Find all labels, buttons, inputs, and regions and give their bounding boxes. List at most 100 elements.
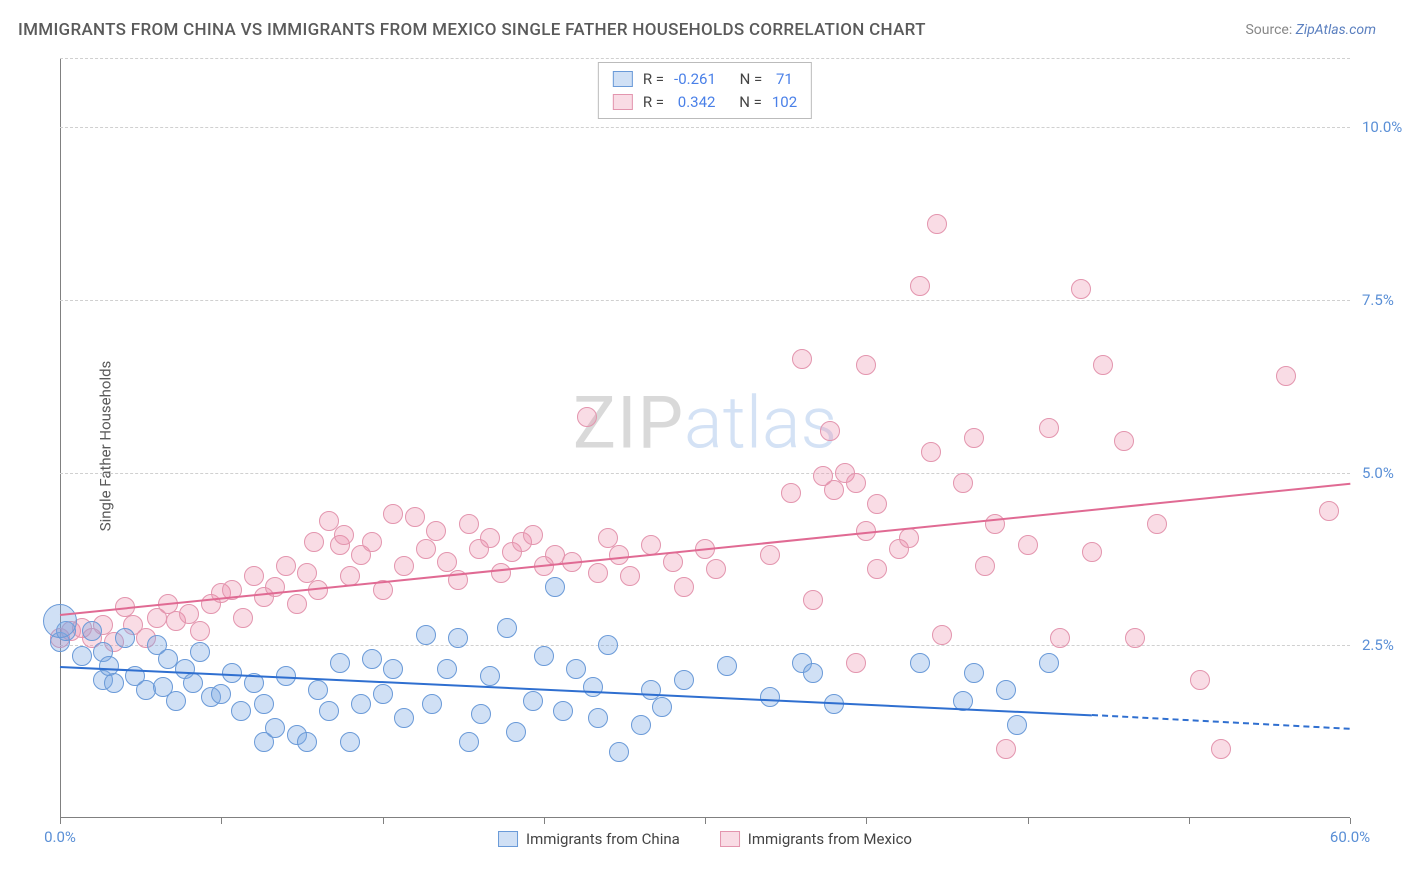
data-point-china[interactable] (104, 673, 124, 693)
data-point-mexico[interactable] (362, 532, 382, 552)
data-point-mexico[interactable] (416, 539, 436, 559)
data-point-mexico[interactable] (1050, 628, 1070, 648)
data-point-mexico[interactable] (394, 556, 414, 576)
data-point-china[interactable] (183, 673, 203, 693)
data-point-mexico[interactable] (953, 473, 973, 493)
data-point-china[interactable] (422, 694, 442, 714)
data-point-mexico[interactable] (975, 556, 995, 576)
data-point-china[interactable] (1039, 653, 1059, 673)
data-point-mexico[interactable] (1039, 418, 1059, 438)
data-point-china[interactable] (583, 677, 603, 697)
data-point-mexico[interactable] (276, 556, 296, 576)
data-point-china[interactable] (910, 653, 930, 673)
data-point-china[interactable] (1007, 715, 1027, 735)
data-point-mexico[interactable] (491, 563, 511, 583)
data-point-china[interactable] (254, 694, 274, 714)
data-point-mexico[interactable] (588, 563, 608, 583)
data-point-china[interactable] (265, 718, 285, 738)
data-point-china[interactable] (717, 656, 737, 676)
data-point-mexico[interactable] (964, 428, 984, 448)
data-point-china[interactable] (211, 684, 231, 704)
data-point-mexico[interactable] (383, 504, 403, 524)
data-point-mexico[interactable] (867, 494, 887, 514)
data-point-china[interactable] (996, 680, 1016, 700)
data-point-china[interactable] (545, 577, 565, 597)
data-point-mexico[interactable] (1018, 535, 1038, 555)
data-point-china[interactable] (553, 701, 573, 721)
data-point-china[interactable] (308, 680, 328, 700)
data-point-mexico[interactable] (996, 739, 1016, 759)
data-point-mexico[interactable] (577, 407, 597, 427)
data-point-mexico[interactable] (304, 532, 324, 552)
data-point-china[interactable] (362, 649, 382, 669)
data-point-china[interactable] (437, 659, 457, 679)
data-point-mexico[interactable] (334, 525, 354, 545)
data-point-mexico[interactable] (1082, 542, 1102, 562)
data-point-china[interactable] (523, 691, 543, 711)
data-point-mexico[interactable] (1125, 628, 1145, 648)
data-point-mexico[interactable] (1114, 431, 1134, 451)
data-point-mexico[interactable] (856, 355, 876, 375)
data-point-mexico[interactable] (190, 621, 210, 641)
data-point-china[interactable] (609, 742, 629, 762)
data-point-china[interactable] (652, 697, 672, 717)
data-point-mexico[interactable] (244, 566, 264, 586)
data-point-mexico[interactable] (921, 442, 941, 462)
data-point-china[interactable] (459, 732, 479, 752)
data-point-china[interactable] (964, 663, 984, 683)
data-point-china[interactable] (598, 635, 618, 655)
data-point-mexico[interactable] (824, 480, 844, 500)
data-point-mexico[interactable] (1319, 501, 1339, 521)
data-point-china[interactable] (190, 642, 210, 662)
data-point-china[interactable] (383, 659, 403, 679)
data-point-china[interactable] (340, 732, 360, 752)
data-point-china[interactable] (43, 604, 77, 638)
data-point-mexico[interactable] (760, 545, 780, 565)
data-point-china[interactable] (448, 628, 468, 648)
data-point-mexico[interactable] (899, 528, 919, 548)
source-link[interactable]: ZipAtlas.com (1296, 22, 1376, 38)
data-point-mexico[interactable] (480, 528, 500, 548)
data-point-mexico[interactable] (1276, 366, 1296, 386)
data-point-mexico[interactable] (706, 559, 726, 579)
data-point-china[interactable] (674, 670, 694, 690)
data-point-china[interactable] (803, 663, 823, 683)
data-point-china[interactable] (471, 704, 491, 724)
data-point-china[interactable] (760, 687, 780, 707)
data-point-china[interactable] (319, 701, 339, 721)
data-point-china[interactable] (373, 684, 393, 704)
data-point-mexico[interactable] (459, 514, 479, 534)
data-point-china[interactable] (351, 694, 371, 714)
data-point-mexico[interactable] (910, 276, 930, 296)
data-point-china[interactable] (231, 701, 251, 721)
data-point-mexico[interactable] (803, 590, 823, 610)
data-point-mexico[interactable] (927, 214, 947, 234)
data-point-mexico[interactable] (1190, 670, 1210, 690)
data-point-china[interactable] (588, 708, 608, 728)
data-point-mexico[interactable] (426, 521, 446, 541)
data-point-mexico[interactable] (820, 421, 840, 441)
data-point-china[interactable] (566, 659, 586, 679)
data-point-mexico[interactable] (405, 507, 425, 527)
data-point-mexico[interactable] (781, 483, 801, 503)
data-point-mexico[interactable] (792, 349, 812, 369)
data-point-mexico[interactable] (1211, 739, 1231, 759)
data-point-mexico[interactable] (932, 625, 952, 645)
data-point-china[interactable] (330, 653, 350, 673)
data-point-mexico[interactable] (867, 559, 887, 579)
data-point-mexico[interactable] (523, 525, 543, 545)
data-point-china[interactable] (631, 715, 651, 735)
data-point-china[interactable] (72, 646, 92, 666)
data-point-china[interactable] (115, 628, 135, 648)
data-point-mexico[interactable] (620, 566, 640, 586)
data-point-mexico[interactable] (846, 653, 866, 673)
data-point-china[interactable] (394, 708, 414, 728)
data-point-mexico[interactable] (1147, 514, 1167, 534)
data-point-mexico[interactable] (674, 577, 694, 597)
data-point-mexico[interactable] (846, 473, 866, 493)
data-point-mexico[interactable] (663, 552, 683, 572)
data-point-mexico[interactable] (1093, 355, 1113, 375)
data-point-china[interactable] (82, 621, 102, 641)
data-point-mexico[interactable] (287, 594, 307, 614)
data-point-mexico[interactable] (233, 608, 253, 628)
